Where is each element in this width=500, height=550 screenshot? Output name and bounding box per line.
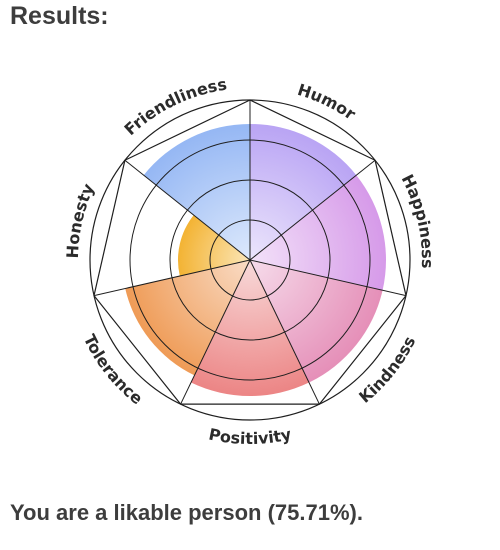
axis-label-kindness: Kindness (355, 333, 419, 407)
grid-spoke-4 (249, 259, 320, 405)
axis-label-happiness: Happiness (398, 171, 437, 269)
outer-heptagon (93, 99, 407, 405)
grid-spoke-6 (93, 259, 251, 297)
results-heading: Results: (10, 2, 109, 30)
grid-spoke-5 (180, 259, 251, 405)
sector-honesty (178, 215, 250, 277)
result-summary: You are a likable person (75.71%). (10, 500, 363, 525)
sector-kindness (250, 260, 383, 383)
grid-spoke-2 (249, 159, 376, 261)
polar-area-chart: HumorHappinessKindnessPositivityToleranc… (63, 75, 437, 448)
personality-chart: Humor Happiness Kindness Positivity Toleranc… (0, 60, 500, 460)
axis-label-friendliness: Friendliness (121, 75, 229, 139)
sector-friendliness (143, 124, 250, 260)
sector-humor (250, 124, 357, 260)
sector-happiness (250, 175, 387, 291)
axis-label-honesty: Honesty (63, 180, 98, 259)
axis-label-positivity: Positivity (207, 424, 293, 448)
sector-positivity (190, 260, 310, 396)
grid-spoke-3 (249, 259, 407, 297)
sector-tolerance (125, 260, 250, 376)
axis-label-humor: Humor (295, 80, 359, 124)
grid-spoke-7 (124, 159, 251, 261)
